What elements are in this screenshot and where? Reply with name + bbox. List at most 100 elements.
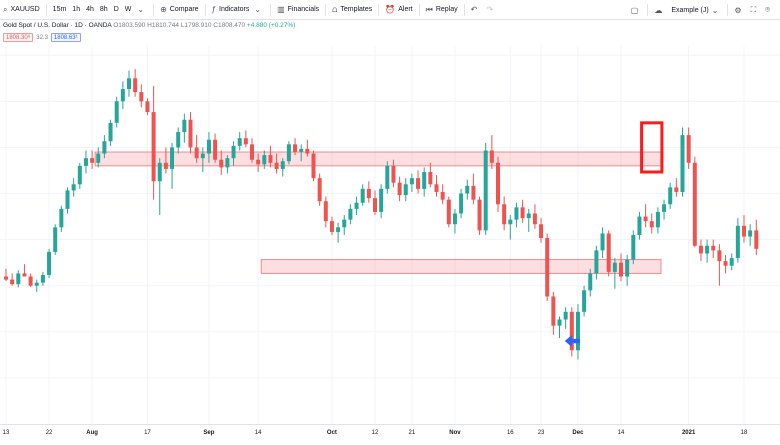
candle-body	[729, 258, 734, 266]
candle-body	[274, 162, 279, 169]
time-tick-label: Sep	[203, 430, 215, 436]
candle	[114, 96, 119, 128]
expand-button[interactable]: ⛶	[748, 0, 763, 20]
candle	[237, 132, 242, 151]
top-toolbar: ⌕ XAUUSD 15m 1h 4h 8h D W ⌄ ⊕ Compare ƒ …	[0, 0, 780, 20]
candle	[286, 141, 291, 165]
interval-d[interactable]: D	[111, 0, 122, 20]
candle-body	[723, 261, 728, 266]
candle	[668, 182, 673, 209]
candle-body	[28, 276, 33, 286]
candle	[108, 119, 113, 146]
candle-body	[526, 213, 531, 219]
fullscreen-mode-button[interactable]: ▢	[628, 0, 645, 20]
candle	[250, 138, 254, 163]
candle-body	[637, 216, 642, 235]
candle-body	[16, 273, 21, 285]
candle-body	[170, 147, 175, 169]
alarm-clock-icon: ⏰	[385, 5, 396, 14]
candle	[508, 215, 513, 240]
change-value: +4.880 (+0.27%)	[246, 22, 296, 29]
interval-label: 4h	[86, 6, 94, 13]
candle-body	[674, 187, 679, 192]
toolbar-divider	[45, 3, 47, 16]
candle	[28, 273, 33, 288]
candle	[440, 184, 445, 205]
candle-body	[163, 162, 168, 169]
chevron-down-icon: ⌄	[137, 5, 145, 14]
candle	[225, 155, 230, 174]
interval-15m[interactable]: 15m	[50, 0, 70, 20]
redo-icon: ↷	[486, 5, 494, 14]
candle	[311, 150, 316, 182]
toolbar-divider	[325, 3, 327, 16]
candle	[366, 181, 371, 203]
candle-body	[606, 233, 611, 272]
save-cloud-button[interactable]: ☁	[651, 0, 668, 20]
candle	[742, 215, 746, 243]
replay-button[interactable]: ⏮ Replay	[423, 0, 461, 20]
interval-4h[interactable]: 4h	[83, 0, 97, 20]
candle-body	[206, 139, 211, 154]
candle	[409, 173, 414, 192]
compare-button[interactable]: ⊕ Compare	[157, 0, 202, 20]
buy-button[interactable]: 1808.63¹	[50, 33, 81, 42]
sell-button[interactable]: 1808.30⁸	[3, 33, 34, 42]
candle-body	[594, 250, 599, 274]
settings-button[interactable]: ⚙	[731, 0, 747, 20]
candle-body	[47, 251, 52, 275]
candle-body	[692, 162, 697, 246]
candle-body	[176, 132, 181, 148]
indicators-button[interactable]: ƒ Indicators ⌄	[209, 0, 268, 20]
candle	[569, 307, 574, 357]
templates-button[interactable]: ⩍ Templates	[329, 0, 375, 20]
candle	[65, 187, 70, 214]
undo-button[interactable]: ↶	[468, 0, 484, 20]
alert-button[interactable]: ⏰ Alert	[382, 0, 415, 20]
symbol-search[interactable]: ⌕ XAUUSD	[0, 0, 43, 20]
candle	[47, 248, 52, 279]
time-tick-label: Oct	[326, 430, 337, 436]
interval-8h[interactable]: 8h	[97, 0, 111, 20]
candle	[299, 144, 304, 162]
candle	[606, 230, 611, 277]
candle-body	[409, 178, 414, 185]
candle	[274, 153, 279, 174]
interval-w[interactable]: W	[122, 0, 135, 20]
buy-sell-row: 1808.30⁸ 32.3 1808.63¹	[3, 33, 81, 42]
candle	[754, 219, 759, 255]
alert-label: Alert	[398, 6, 413, 13]
chart-grid	[0, 46, 780, 424]
redo-button[interactable]: ↷	[483, 0, 499, 20]
financials-icon: ▥	[277, 5, 285, 14]
snapshot-button[interactable]: ⌾	[762, 0, 776, 20]
candle-body	[108, 122, 113, 142]
candle-body	[96, 153, 101, 163]
candle	[428, 162, 433, 188]
candlestick-series	[4, 69, 759, 360]
financials-button[interactable]: ▥ Financials	[274, 0, 322, 20]
candle	[452, 208, 457, 234]
layout-menu[interactable]: Example (J) ⌄	[668, 0, 724, 20]
candle	[459, 188, 464, 219]
chevron-down-icon: ⌄	[711, 5, 719, 15]
price-chart[interactable]	[0, 46, 780, 424]
candle-body	[446, 199, 451, 225]
support-resistance-zones	[94, 151, 662, 274]
candle	[317, 173, 322, 206]
candle-body	[90, 158, 95, 163]
interval-dropdown[interactable]: ⌄	[134, 0, 150, 20]
candle	[336, 222, 341, 243]
candle	[262, 150, 267, 169]
candle	[446, 196, 451, 228]
candle	[157, 158, 162, 216]
candle-body	[231, 145, 236, 159]
time-axis[interactable]: 13 22 Aug 17 Sep 14 Oct 12 21 Nov 16 23 Dec 14 2021 18	[0, 424, 780, 445]
time-tick-label: 16	[506, 430, 514, 436]
candle-body	[452, 213, 457, 225]
interval-1h[interactable]: 1h	[69, 0, 83, 20]
candle	[520, 199, 525, 223]
time-tick-label: 14	[617, 430, 625, 436]
candle-body	[133, 78, 138, 93]
candle-body	[188, 119, 193, 148]
